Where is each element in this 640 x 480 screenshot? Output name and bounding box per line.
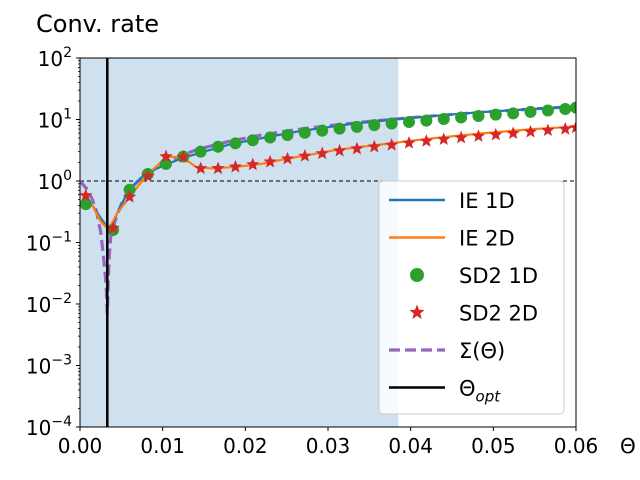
marker-sd2-2d: [122, 189, 137, 203]
marker-sd2-1d: [212, 140, 225, 153]
legend-swatch-circle: [410, 268, 424, 282]
shaded-region: [80, 58, 399, 427]
marker-sd2-1d: [316, 124, 329, 137]
marker-sd2-2d: [506, 126, 520, 140]
marker-sd2-1d: [264, 131, 277, 144]
marker-sd2-1d: [350, 120, 363, 133]
marker-sd2-2d: [419, 134, 434, 147]
marker-sd2-2d: [211, 161, 225, 175]
marker-sd2-1d: [281, 128, 294, 141]
y-tick-label: 100: [38, 168, 72, 194]
marker-sd2-2d: [437, 132, 451, 146]
marker-sd2-2d: [159, 149, 173, 163]
legend-label: Σ(Θ): [459, 339, 505, 363]
legend-label: IE 1D: [459, 189, 515, 213]
x-tick-label: 0.03: [306, 434, 351, 458]
marker-sd2-2d: [176, 150, 190, 163]
marker-sd2-2d: [80, 188, 93, 202]
marker-sd2-1d: [123, 183, 136, 196]
marker-sd2-2d: [569, 120, 576, 134]
marker-sd2-2d: [541, 123, 555, 137]
x-tick-label: 0.01: [140, 434, 185, 458]
legend: IE 1D IE 2D SD2 1D SD2 2D Σ(Θ) Θopt: [378, 180, 565, 415]
marker-sd2-1d: [368, 119, 381, 132]
marker-sd2-2d: [246, 157, 260, 171]
legend-swatch-star: [409, 304, 425, 319]
marker-sd2-1d: [507, 107, 520, 120]
marker-sd2-1d: [403, 116, 416, 129]
marker-sd2-2d: [280, 151, 295, 165]
x-tick-label: 0.02: [223, 434, 268, 458]
marker-sd2-2d: [558, 122, 572, 135]
marker-sd2-2d: [332, 143, 347, 157]
marker-sd2-2d: [523, 124, 538, 138]
y-tick-label: 10−4: [26, 414, 72, 440]
marker-sd2-2d: [402, 135, 416, 149]
chart-title: Conv. rate: [36, 10, 159, 38]
marker-sd2-2d: [194, 161, 208, 175]
x-tick-label: 0.06: [554, 434, 599, 458]
marker-sd2-2d: [350, 141, 364, 155]
marker-sd2-1d: [524, 105, 537, 118]
marker-sd2-1d: [570, 101, 576, 114]
y-tick-label: 10−3: [26, 353, 72, 379]
marker-sd2-1d: [541, 104, 554, 117]
marker-sd2-2d: [263, 154, 277, 168]
marker-sd2-1d: [559, 103, 572, 116]
legend-box: [378, 180, 565, 415]
y-tick-label: 10−1: [26, 230, 72, 256]
y-tick-label: 10−2: [26, 291, 72, 317]
marker-sd2-2d: [489, 127, 503, 141]
legend-label: IE 2D: [459, 227, 515, 251]
marker-sd2-1d: [437, 112, 450, 125]
legend-label: SD2 2D: [459, 302, 538, 326]
plot-area: [80, 58, 576, 427]
axes: 0.00 0.01 0.02 0.03 0.04 0.05 0.06 102 101 100 10−…: [26, 45, 598, 458]
marker-sd2-2d: [141, 169, 155, 182]
marker-sd2-2d: [228, 159, 243, 173]
marker-sd2-2d: [315, 146, 329, 160]
x-tick-label: 0.04: [388, 434, 433, 458]
y-tick-label: 102: [38, 45, 72, 71]
marker-sd2-2d: [471, 129, 486, 142]
marker-sd2-1d: [159, 157, 172, 170]
x-tick-label: 0.05: [471, 434, 516, 458]
marker-sd2-1d: [246, 134, 259, 147]
marker-sd2-2d: [385, 137, 399, 151]
legend-label: SD2 1D: [459, 264, 538, 288]
marker-sd2-2d: [454, 130, 468, 144]
marker-sd2-1d: [194, 145, 207, 158]
legend-label: Θopt: [459, 377, 501, 406]
marker-sd2-1d: [80, 198, 92, 211]
marker-sd2-1d: [489, 108, 502, 121]
marker-sd2-1d: [472, 110, 485, 123]
marker-sd2-2d: [106, 221, 120, 234]
marker-sd2-1d: [385, 117, 398, 130]
y-tick-label: 101: [38, 107, 72, 133]
x-axis-label: Θ: [620, 434, 636, 458]
marker-sd2-1d: [420, 114, 433, 127]
marker-sd2-1d: [455, 111, 468, 124]
marker-sd2-2d: [298, 149, 312, 162]
plot-clip-group: [80, 58, 576, 427]
marker-sd2-1d: [229, 137, 242, 150]
x-tick-label: 0.00: [58, 434, 103, 458]
marker-sd2-1d: [298, 126, 311, 139]
marker-sd2-1d: [333, 122, 346, 135]
marker-sd2-2d: [367, 139, 381, 153]
